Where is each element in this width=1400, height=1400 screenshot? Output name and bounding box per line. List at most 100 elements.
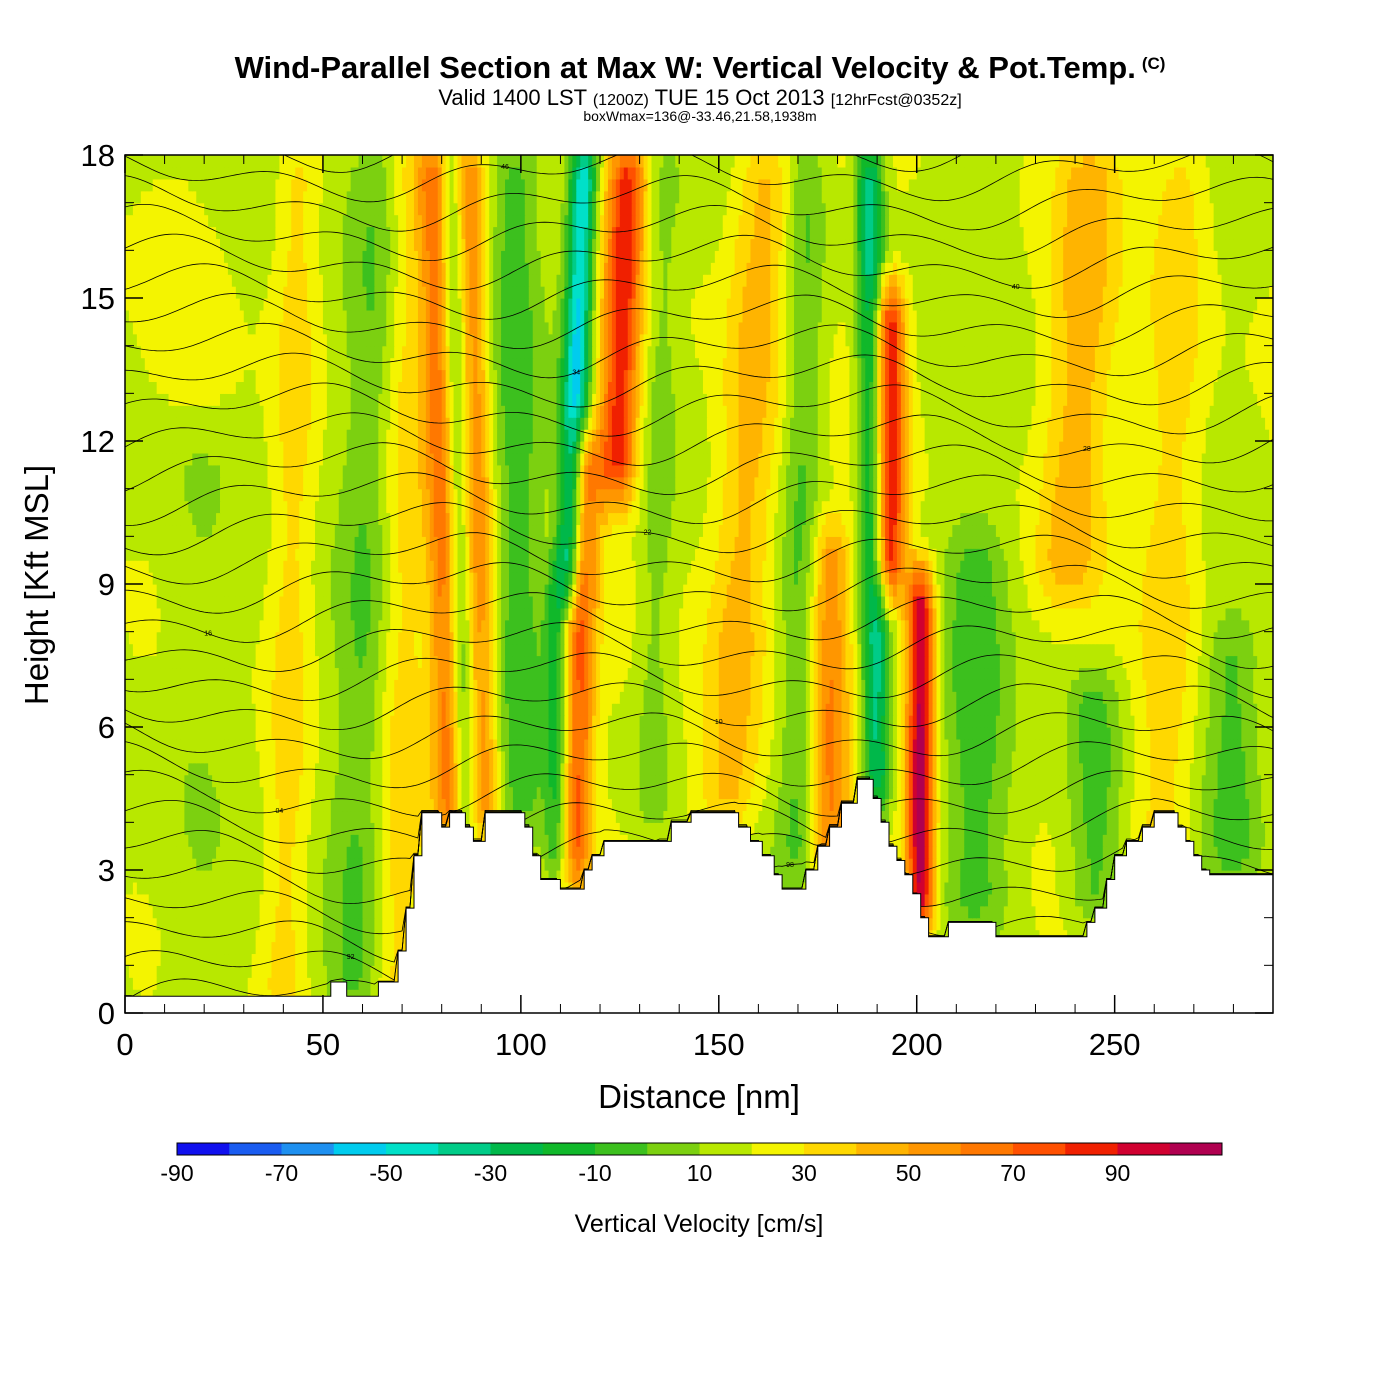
velocity-cell bbox=[920, 810, 926, 823]
velocity-cell bbox=[354, 870, 360, 883]
velocity-cell bbox=[144, 953, 150, 966]
velocity-cell bbox=[299, 965, 304, 978]
velocity-cell bbox=[999, 822, 1005, 835]
velocity-cell bbox=[916, 846, 922, 859]
velocity-cell bbox=[1015, 834, 1021, 847]
velocity-cell bbox=[1090, 870, 1096, 883]
velocity-cell bbox=[299, 858, 304, 871]
velocity-cell bbox=[208, 929, 213, 943]
velocity-cell bbox=[144, 917, 150, 931]
velocity-cell bbox=[1245, 858, 1250, 871]
velocity-cell bbox=[227, 929, 233, 943]
velocity-cell bbox=[1059, 858, 1064, 871]
velocity-cell bbox=[552, 834, 558, 847]
velocity-cell bbox=[1075, 881, 1080, 895]
velocity-cell bbox=[552, 858, 558, 871]
velocity-cell bbox=[1079, 858, 1084, 871]
velocity-cell bbox=[402, 810, 407, 823]
velocity-cell bbox=[588, 858, 593, 871]
velocity-cell bbox=[350, 965, 356, 978]
velocity-cell bbox=[390, 846, 395, 859]
velocity-cell bbox=[223, 834, 229, 847]
chart-title: Wind-Parallel Section at Max W: Vertical… bbox=[0, 50, 1400, 86]
velocity-cell bbox=[362, 881, 368, 895]
velocity-cell bbox=[227, 917, 233, 931]
velocity-cell bbox=[1193, 846, 1199, 859]
velocity-cell bbox=[952, 905, 957, 919]
velocity-cell bbox=[267, 941, 273, 955]
velocity-cell bbox=[1031, 893, 1037, 907]
velocity-cell bbox=[295, 810, 300, 823]
velocity-cell bbox=[1063, 881, 1068, 895]
velocity-cell bbox=[1201, 822, 1207, 835]
velocity-cell bbox=[326, 941, 332, 955]
velocity-cell bbox=[754, 822, 759, 835]
velocity-cell bbox=[148, 929, 154, 943]
velocity-cell bbox=[1237, 846, 1242, 859]
velocity-cell bbox=[299, 929, 304, 943]
velocity-cell bbox=[976, 846, 981, 859]
velocity-cell bbox=[136, 965, 142, 978]
velocity-cell bbox=[999, 858, 1005, 871]
velocity-cell bbox=[160, 810, 166, 823]
velocity-cell bbox=[746, 810, 752, 823]
velocity-cell bbox=[354, 941, 360, 955]
velocity-cell bbox=[441, 810, 447, 823]
velocity-cell bbox=[275, 905, 280, 919]
velocity-cell bbox=[548, 834, 554, 847]
velocity-cell bbox=[188, 834, 193, 847]
velocity-cell bbox=[916, 870, 922, 883]
velocity-cell bbox=[1269, 834, 1273, 847]
velocity-cell bbox=[346, 893, 352, 907]
velocity-cell bbox=[287, 881, 292, 895]
velocity-cell bbox=[271, 834, 277, 847]
velocity-cell bbox=[473, 810, 478, 823]
velocity-cell bbox=[196, 846, 201, 859]
velocity-cell bbox=[1055, 822, 1060, 835]
velocity-cell bbox=[1090, 881, 1096, 895]
velocity-cell bbox=[1094, 858, 1100, 871]
velocity-cell bbox=[125, 965, 130, 978]
velocity-cell bbox=[912, 810, 918, 823]
velocity-cell bbox=[1094, 846, 1100, 859]
velocity-cell bbox=[1019, 870, 1025, 883]
velocity-cell bbox=[208, 989, 213, 1002]
velocity-cell bbox=[227, 798, 233, 812]
velocity-cell bbox=[948, 834, 953, 847]
velocity-cell bbox=[386, 846, 391, 859]
velocity-cell bbox=[378, 810, 383, 823]
velocity-cell bbox=[394, 822, 399, 835]
velocity-cell bbox=[972, 905, 977, 919]
velocity-cell bbox=[995, 858, 1001, 871]
velocity-cell bbox=[287, 870, 292, 883]
velocity-cell bbox=[136, 846, 142, 859]
velocity-cell bbox=[801, 858, 807, 871]
velocity-cell bbox=[1245, 822, 1250, 835]
velocity-cell bbox=[1110, 870, 1116, 883]
velocity-cell bbox=[603, 810, 609, 823]
velocity-cell bbox=[247, 846, 253, 859]
velocity-cell bbox=[1118, 822, 1124, 835]
velocity-cell bbox=[132, 905, 138, 919]
velocity-cell bbox=[398, 846, 403, 859]
velocity-cell bbox=[378, 905, 383, 919]
velocity-cell bbox=[991, 881, 997, 895]
velocity-cell bbox=[584, 810, 589, 823]
velocity-cell bbox=[809, 846, 815, 859]
velocity-cell bbox=[164, 810, 170, 823]
velocity-cell bbox=[1229, 822, 1235, 835]
velocity-cell bbox=[932, 917, 938, 931]
velocity-cell bbox=[801, 881, 807, 895]
velocity-cell bbox=[132, 858, 138, 871]
velocity-cell bbox=[291, 953, 296, 966]
velocity-cell bbox=[984, 846, 989, 859]
velocity-cell bbox=[212, 893, 217, 907]
velocity-cell bbox=[382, 846, 387, 859]
velocity-cell bbox=[172, 870, 178, 883]
velocity-cell bbox=[1047, 822, 1052, 835]
velocity-cell bbox=[259, 953, 265, 966]
velocity-cell bbox=[619, 822, 625, 835]
velocity-cell bbox=[140, 929, 146, 943]
velocity-cell bbox=[299, 941, 304, 955]
velocity-cell bbox=[239, 989, 245, 1002]
